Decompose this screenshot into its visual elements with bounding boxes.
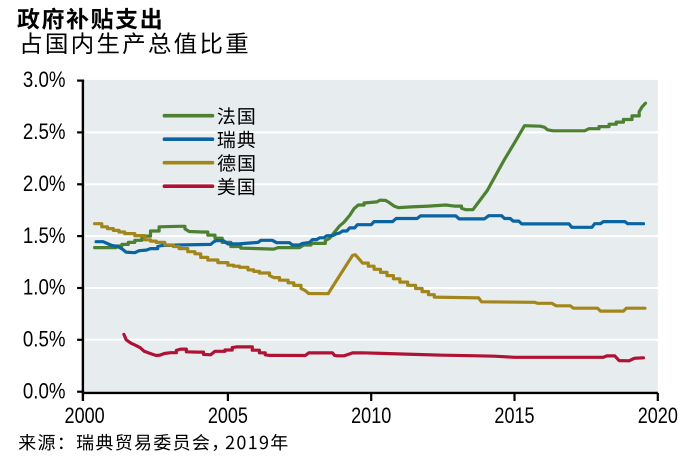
svg-text:2020: 2020 (638, 404, 678, 428)
svg-text:1.5%: 1.5% (23, 224, 66, 248)
svg-text:2005: 2005 (208, 404, 248, 428)
svg-text:2.0%: 2.0% (23, 173, 66, 197)
svg-text:0.0%: 0.0% (23, 380, 66, 404)
svg-text:2010: 2010 (351, 404, 391, 428)
svg-text:1.0%: 1.0% (23, 276, 66, 300)
svg-text:2015: 2015 (494, 404, 534, 428)
svg-text:0.5%: 0.5% (23, 328, 66, 352)
svg-text:3.0%: 3.0% (23, 69, 66, 93)
svg-text:2.5%: 2.5% (23, 121, 66, 145)
svg-text:2000: 2000 (65, 404, 105, 428)
